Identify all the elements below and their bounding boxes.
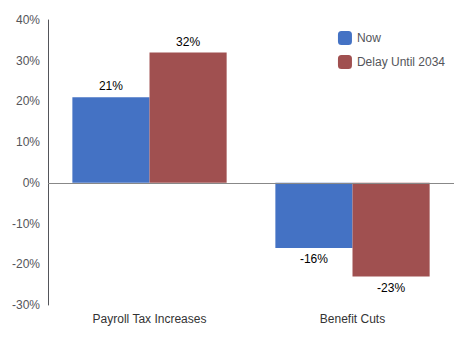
svg-text:Benefit Cuts: Benefit Cuts [320,312,385,326]
svg-text:-30%: -30% [12,298,40,312]
svg-text:30%: 30% [16,54,40,68]
svg-text:-10%: -10% [12,217,40,231]
svg-text:21%: 21% [99,79,123,93]
svg-text:-16%: -16% [300,252,328,266]
svg-text:-23%: -23% [377,281,405,295]
svg-text:32%: 32% [176,35,200,49]
svg-text:20%: 20% [16,94,40,108]
svg-text:0%: 0% [23,176,41,190]
svg-text:40%: 40% [16,13,40,27]
svg-text:-20%: -20% [12,257,40,271]
svg-text:Payroll Tax Increases: Payroll Tax Increases [93,312,207,326]
svg-text:10%: 10% [16,135,40,149]
svg-text:Now: Now [357,31,381,45]
svg-text:Delay Until 2034: Delay Until 2034 [357,55,445,69]
